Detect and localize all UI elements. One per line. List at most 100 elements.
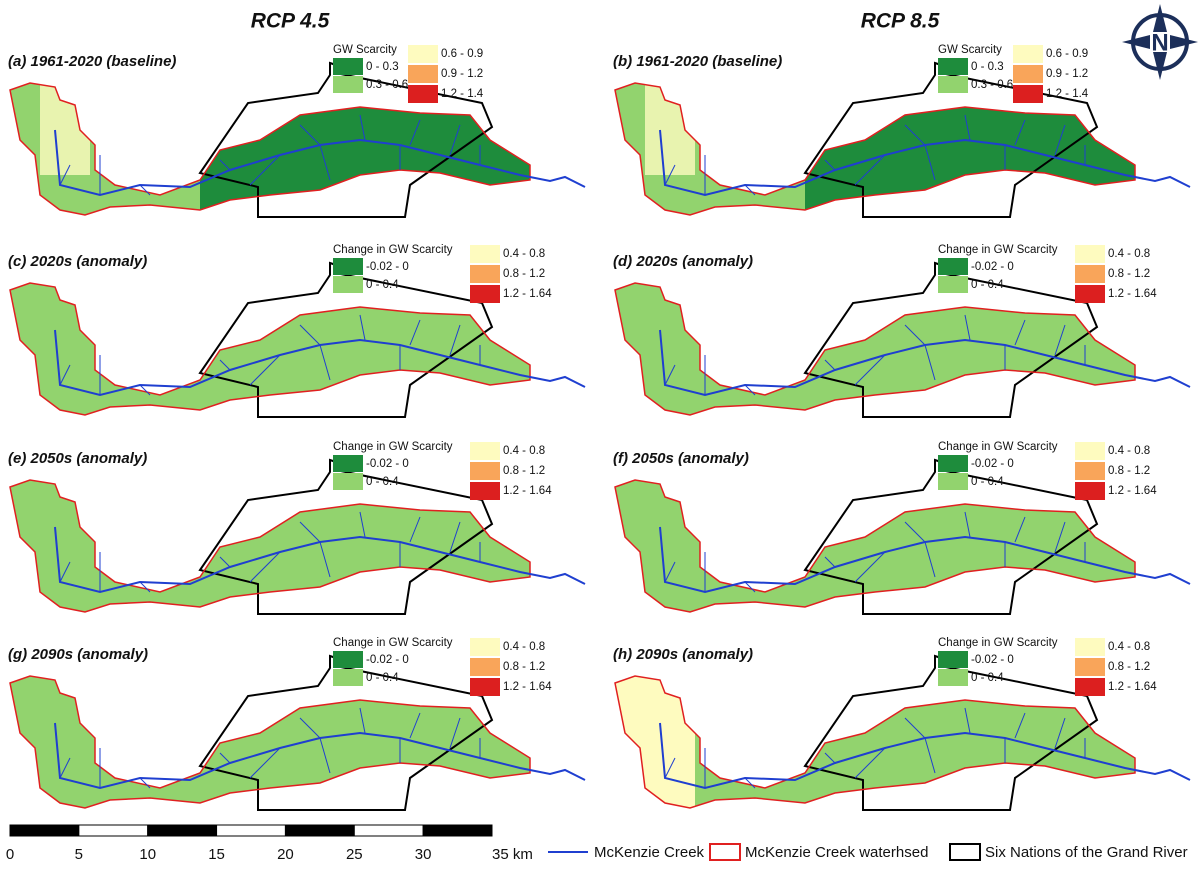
- legend-swatch: [333, 651, 363, 668]
- legend-label: 1.2 - 1.4: [1046, 88, 1089, 100]
- legend-swatch: [1013, 65, 1043, 83]
- legend-swatch: [333, 276, 363, 293]
- creek: [659, 129, 1191, 197]
- creek: [54, 526, 586, 594]
- legend-swatch: [938, 455, 968, 472]
- tributaries: [664, 114, 1086, 196]
- legend-label: 0.8 - 1.2: [503, 268, 545, 280]
- legend-swatch: [470, 678, 500, 696]
- legend-swatch: [333, 473, 363, 490]
- scale-label: 30: [415, 846, 432, 863]
- scale-segment: [353, 824, 424, 837]
- legend-swatch: [470, 638, 500, 656]
- legend-label: 1.2 - 1.64: [503, 681, 552, 693]
- legend-title: Change in GW Scarcity: [938, 244, 1058, 256]
- legend-title: GW Scarcity: [938, 44, 1002, 56]
- column-title: RCP 8.5: [861, 10, 940, 33]
- legend-swatch: [333, 455, 363, 472]
- scarcity-area: [645, 85, 695, 175]
- creek: [54, 129, 586, 197]
- watershed-boundary: [9, 675, 531, 809]
- legend-swatch: [938, 76, 968, 93]
- legend-label: 1.2 - 1.64: [503, 288, 552, 300]
- legend-label: 0.8 - 1.2: [1108, 661, 1150, 673]
- legend-swatch: [938, 669, 968, 686]
- legend-box: [949, 843, 981, 861]
- creek: [54, 722, 586, 790]
- legend-swatch: [1075, 265, 1105, 283]
- legend-box: [709, 843, 741, 861]
- legend-label: 0.4 - 0.8: [1108, 445, 1150, 457]
- scale-label: 25: [346, 846, 363, 863]
- legend-label: 0 - 0.4: [366, 672, 399, 684]
- legend-label: 0.4 - 0.8: [1108, 248, 1150, 260]
- legend-label: 1.2 - 1.64: [1108, 681, 1157, 693]
- legend-swatch: [1075, 482, 1105, 500]
- legend-swatch: [333, 76, 363, 93]
- panel-label: (a) 1961-2020 (baseline): [8, 53, 176, 70]
- legend-label: 1.2 - 1.64: [1108, 485, 1157, 497]
- map-panel: (e) 2050s (anomaly) Change in GW Scarcity…: [8, 441, 586, 615]
- legend-label: Six Nations of the Grand River: [985, 844, 1188, 861]
- legend-label: 0.6 - 0.9: [441, 48, 483, 60]
- scarcity-area: [40, 85, 90, 175]
- tributaries: [664, 511, 1086, 593]
- scale-label: 20: [277, 846, 294, 863]
- legend-swatch: [408, 85, 438, 103]
- legend-swatch: [470, 462, 500, 480]
- legend-label: 0 - 0.4: [971, 672, 1004, 684]
- legend-label: -0.02 - 0: [971, 458, 1014, 470]
- legend-label: -0.02 - 0: [971, 261, 1014, 273]
- legend-swatch: [470, 265, 500, 283]
- legend-swatch: [1075, 638, 1105, 656]
- legend-label: 0.4 - 0.8: [503, 248, 545, 260]
- panel-label: (d) 2020s (anomaly): [613, 253, 753, 270]
- legend-label: 0.8 - 1.2: [1108, 465, 1150, 477]
- legend-label: -0.02 - 0: [366, 458, 409, 470]
- legend-title: GW Scarcity: [333, 44, 397, 56]
- legend-label: 0.8 - 1.2: [503, 661, 545, 673]
- legend-label: 0 - 0.4: [366, 476, 399, 488]
- legend-label: 1.2 - 1.64: [1108, 288, 1157, 300]
- legend-swatch: [1075, 658, 1105, 676]
- legend-swatch: [333, 669, 363, 686]
- panel-label: (f) 2050s (anomaly): [613, 450, 749, 467]
- scale-segment: [78, 824, 149, 837]
- tributaries: [59, 114, 481, 196]
- legend-swatch: [470, 482, 500, 500]
- legend-swatch: [470, 658, 500, 676]
- legend-label: 0.4 - 0.8: [503, 641, 545, 653]
- map-panel: (b) 1961-2020 (baseline) GW Scarcity 0 - 0…: [613, 44, 1191, 218]
- legend-swatch: [333, 258, 363, 275]
- tributaries: [664, 314, 1086, 396]
- panel-label: (c) 2020s (anomaly): [8, 253, 147, 270]
- legend-label: 1.2 - 1.4: [441, 88, 484, 100]
- legend-label: -0.02 - 0: [971, 654, 1014, 666]
- legend-label: 0.9 - 1.2: [441, 68, 483, 80]
- tributaries: [59, 707, 481, 789]
- legend-label: 0.6 - 0.9: [1046, 48, 1088, 60]
- legend-label: 0 - 0.4: [971, 476, 1004, 488]
- legend-title: Change in GW Scarcity: [333, 441, 453, 453]
- creek: [659, 722, 1191, 790]
- legend-label: McKenzie Creek: [594, 844, 705, 861]
- scale-segment: [216, 824, 286, 837]
- legend-label: 0.8 - 1.2: [503, 465, 545, 477]
- legend-label: 0.3 - 0.6: [971, 79, 1013, 91]
- scarcity-area: [615, 83, 805, 215]
- legend-swatch: [408, 45, 438, 63]
- legend-swatch: [1013, 45, 1043, 63]
- watershed-boundary: [614, 282, 1136, 416]
- map-panel: (g) 2090s (anomaly) Change in GW Scarcity…: [8, 637, 586, 811]
- tributaries: [59, 511, 481, 593]
- watershed-boundary: [614, 82, 1136, 216]
- legend-label: 0.4 - 0.8: [1108, 641, 1150, 653]
- legend-label: 0.8 - 1.2: [1108, 268, 1150, 280]
- legend-label: 0 - 0.4: [971, 279, 1004, 291]
- map-panel: (a) 1961-2020 (baseline) GW Scarcity 0 - 0…: [8, 44, 586, 218]
- panel-label: (e) 2050s (anomaly): [8, 450, 147, 467]
- legend-label: -0.02 - 0: [366, 654, 409, 666]
- map-panel: (f) 2050s (anomaly) Change in GW Scarcity…: [613, 441, 1191, 615]
- panel-label: (h) 2090s (anomaly): [613, 646, 753, 663]
